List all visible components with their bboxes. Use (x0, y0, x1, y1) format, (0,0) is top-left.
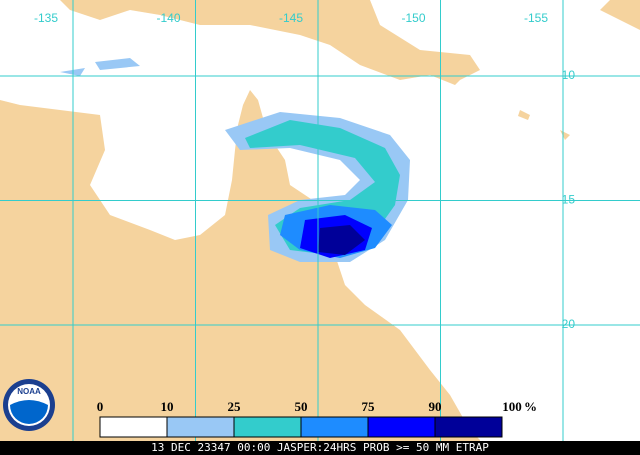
legend-tick-label: 25 (228, 399, 242, 414)
legend-tick-label: 50 (295, 399, 308, 414)
lat-label: -20 (558, 317, 576, 331)
lon-label: -140 (156, 11, 180, 25)
legend-tick-label: 100 (502, 399, 522, 414)
legend-swatch (166, 416, 235, 438)
legend-swatch (233, 416, 302, 438)
legend-tick-label: 75 (362, 399, 376, 414)
lon-label: -150 (401, 11, 425, 25)
legend-tick-label: 90 (429, 399, 442, 414)
noaa-logo: NOAA (3, 379, 55, 431)
legend-tick-label: 10 (161, 399, 174, 414)
legend-tick-label: 0 (97, 399, 104, 414)
legend-swatch (434, 416, 503, 438)
lat-label: -10 (558, 68, 576, 82)
legend-unit: % (524, 399, 537, 414)
logo-text: NOAA (17, 387, 41, 396)
legend-swatch (99, 416, 168, 438)
grid: -135 -140 -145 -150 -155 -10 -15 -20 (0, 0, 640, 441)
lon-label: -155 (524, 11, 548, 25)
lat-label: -15 (558, 193, 576, 207)
footer-bar (0, 441, 640, 455)
lon-label: -145 (279, 11, 303, 25)
legend-swatch (300, 416, 369, 438)
legend-swatch (367, 416, 436, 438)
probability-area (60, 58, 410, 262)
lon-label: -135 (34, 11, 58, 25)
footer-text: 13 DEC 23347 00:00 JASPER:24HRS PROB >= … (151, 441, 489, 454)
